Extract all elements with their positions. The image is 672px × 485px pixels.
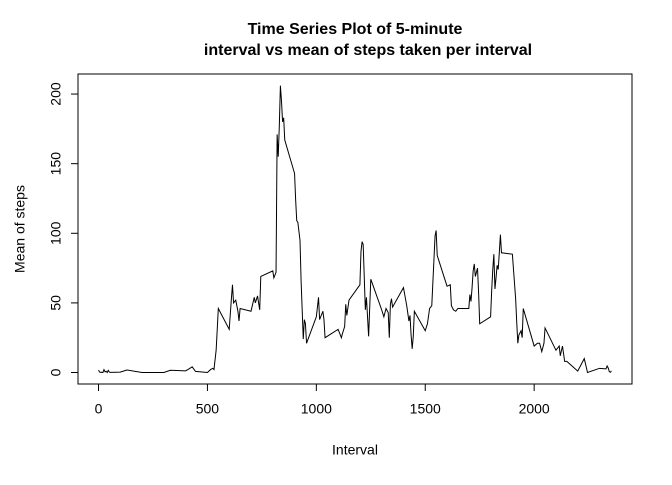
y-tick-label: 100 (48, 221, 64, 245)
x-axis-label: Interval (332, 442, 378, 458)
x-tick-label: 0 (95, 401, 103, 417)
y-tick-label: 0 (48, 368, 64, 376)
y-tick-label: 200 (48, 82, 64, 106)
y-axis-label: Mean of steps (12, 185, 28, 273)
data-line (98, 85, 612, 374)
chart-title: interval vs mean of steps taken per inte… (204, 42, 532, 59)
y-tick-label: 150 (48, 152, 64, 176)
x-tick-label: 2000 (519, 401, 550, 417)
chart-title: Time Series Plot of 5-minute (248, 21, 463, 38)
x-tick-label: 1000 (301, 401, 332, 417)
y-tick-label: 50 (48, 295, 64, 311)
x-tick-label: 500 (196, 401, 220, 417)
x-tick-label: 1500 (410, 401, 441, 417)
